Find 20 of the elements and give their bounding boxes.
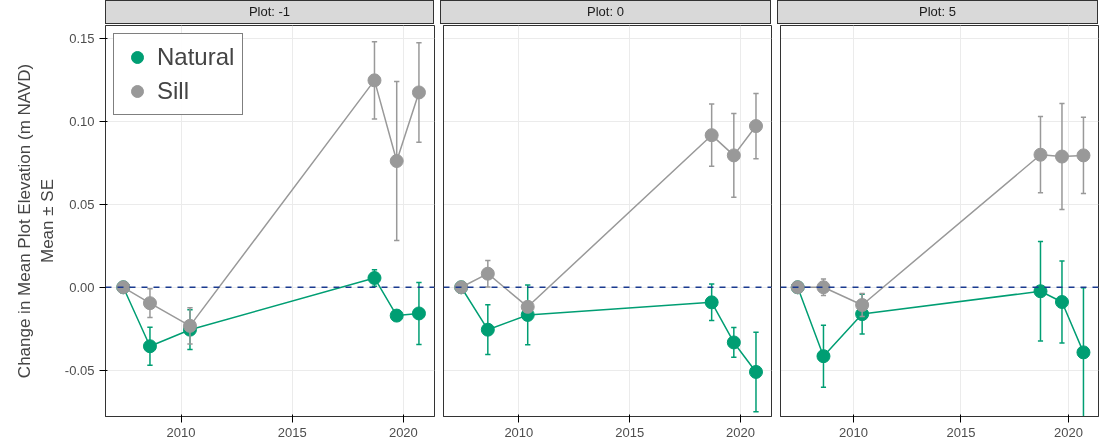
x-tick-label: 2015 — [615, 424, 645, 440]
chart-title: Plot: 5 — [919, 3, 956, 21]
y-tick-label: 0.10 — [69, 114, 95, 130]
y-axis-title: Change in Mean Plot Elevation (m NAVD) Mean ± SE — [15, 63, 57, 379]
y-tick-label: 0.00 — [69, 279, 95, 295]
x-tick-label: 2015 — [946, 424, 976, 440]
x-tick-label: 2010 — [839, 424, 869, 440]
x-tick-label: 2015 — [277, 424, 307, 440]
y-tick-label: 0.15 — [69, 31, 95, 47]
chart-title: Plot: 0 — [587, 3, 624, 21]
x-tick-label: 2010 — [504, 424, 534, 440]
x-tick-label: 2010 — [166, 424, 196, 440]
x-tick-label: 2020 — [726, 424, 755, 440]
chart-title: Plot: -1 — [248, 3, 291, 21]
legend-label: Sill — [157, 77, 190, 105]
y-tick-label: 0.05 — [69, 196, 95, 212]
x-tick-label: 2020 — [1053, 424, 1083, 440]
legend-label: Natural — [157, 43, 235, 71]
y-tick-label: -0.05 — [64, 362, 95, 378]
x-tick-label: 2020 — [388, 424, 418, 440]
